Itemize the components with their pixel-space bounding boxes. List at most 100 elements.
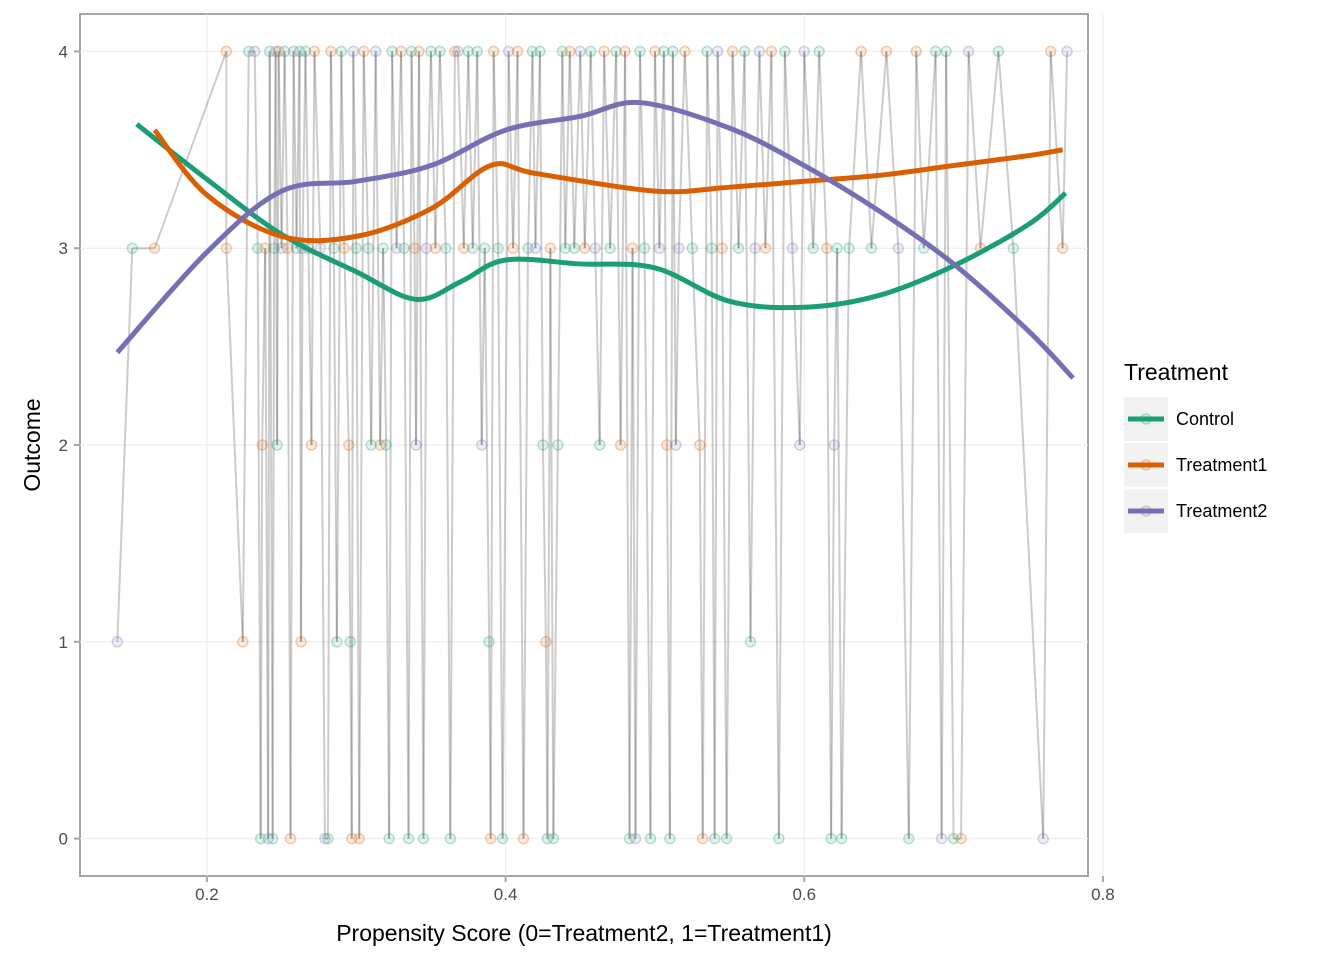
pair-line [552, 444, 559, 839]
pair-line [391, 51, 398, 249]
observation-point [749, 242, 761, 254]
observation-point [278, 45, 291, 58]
observation-point [272, 45, 285, 58]
pair-line [922, 51, 937, 249]
observation-point [534, 45, 546, 58]
pair-line [764, 51, 773, 249]
pair-line [407, 51, 413, 839]
pair-line [438, 51, 447, 249]
pair-line [589, 51, 597, 249]
pair-line [347, 444, 352, 642]
observation-point [284, 832, 297, 845]
pair-line [594, 248, 601, 446]
pair-line [758, 51, 767, 249]
pair-line [818, 51, 828, 249]
pair-line [292, 51, 298, 249]
pair-line [307, 248, 313, 446]
observation-point [331, 636, 343, 648]
x-tick-label: 0.4 [494, 885, 518, 904]
observation-point [813, 45, 825, 58]
pair-line [544, 641, 549, 839]
pair-line [538, 51, 544, 446]
pair-line [298, 51, 303, 642]
legend-label-treatment2: Treatment2 [1176, 501, 1267, 521]
pair-line [261, 248, 267, 446]
pair-line [615, 51, 622, 446]
observation-point [126, 242, 139, 254]
pair-line [343, 248, 350, 446]
x-tick-label: 0.6 [792, 885, 816, 904]
pair-line [429, 51, 437, 249]
observation-point [638, 242, 651, 254]
pair-line [382, 248, 388, 446]
observation-point [708, 832, 721, 845]
observation-point [880, 45, 893, 58]
observation-point [452, 45, 464, 58]
observation-point [237, 636, 249, 648]
observation-point [338, 242, 351, 254]
observation-point [644, 832, 657, 845]
y-tick-label: 4 [59, 42, 68, 61]
observation-point [701, 45, 713, 58]
pair-line [564, 51, 571, 249]
series-line-treatment1 [152, 128, 1064, 244]
pair-line [370, 51, 377, 446]
observation-point [293, 45, 306, 58]
pair-line [256, 248, 262, 839]
observation-point [798, 45, 811, 58]
observation-point [825, 832, 837, 845]
observation-point [773, 832, 785, 845]
pair-line [683, 51, 694, 249]
pair-line [512, 51, 519, 249]
observation-point [679, 45, 691, 58]
observation-point [547, 832, 560, 845]
pair-line [798, 51, 806, 446]
pair-line [507, 51, 515, 249]
pair-line [716, 51, 724, 249]
pair-line [698, 444, 704, 839]
pair-line [743, 51, 752, 642]
pair-line [674, 248, 680, 446]
pair-line [400, 51, 406, 249]
observation-point [1056, 242, 1069, 254]
pair-line [737, 51, 746, 249]
pair-line [385, 444, 391, 839]
observation-point [552, 439, 564, 451]
observation-point [220, 242, 233, 254]
observation-point [281, 242, 294, 254]
observation-point [992, 45, 1005, 58]
observation-point [511, 45, 524, 58]
pair-line [583, 51, 592, 249]
pair-line [634, 51, 641, 839]
pair-line [791, 248, 801, 446]
pair-line [628, 248, 634, 839]
pair-line [706, 51, 713, 249]
observation-point [940, 45, 952, 58]
observation-point [604, 242, 616, 254]
pair-line [639, 51, 646, 249]
pair-line [335, 51, 343, 642]
observation-point [328, 242, 340, 254]
observation-point [705, 242, 718, 254]
observation-point [390, 242, 403, 254]
pair-line [280, 51, 286, 249]
y-axis-title: Outcome [19, 398, 45, 491]
observation-point [529, 242, 542, 254]
observation-point [903, 832, 915, 845]
observation-point [559, 242, 572, 254]
pair-line [362, 51, 370, 249]
pair-line [268, 51, 274, 839]
observation-point [484, 832, 497, 845]
pair-line [934, 51, 943, 839]
observation-point [507, 242, 519, 254]
pair-line [425, 51, 432, 249]
pair-lines [116, 50, 1069, 840]
observation-point [408, 242, 421, 254]
observation-point [831, 242, 843, 254]
pair-line [225, 248, 244, 642]
observation-point [522, 242, 534, 254]
pair-line [374, 51, 382, 446]
pair-line [289, 51, 295, 839]
pair-line [310, 51, 316, 446]
pair-line [403, 248, 410, 839]
